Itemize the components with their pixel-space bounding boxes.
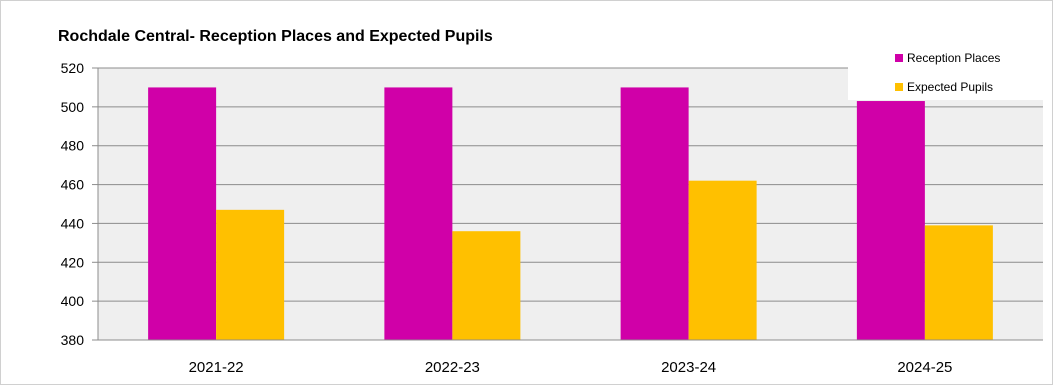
bar-reception-places [856,101,925,341]
legend: Reception Places Expected Pupils [848,44,1044,100]
bar-reception-places [620,87,689,340]
legend-swatch [895,54,903,62]
x-tick-label: 2021-22 [189,359,244,376]
bar-reception-places [148,87,217,340]
y-tick-label: 420 [61,254,85,270]
x-axis: 2021-22 2022-23 2023-24 2024-25 [98,339,1043,376]
bar-expected-pupils [924,225,993,340]
legend-box [848,44,1044,100]
bar-expected-pupils [452,231,521,340]
legend-label: Reception Places [907,51,1000,65]
y-axis: 380 400 420 440 460 480 500 520 [61,60,99,348]
bar-expected-pupils [688,180,757,340]
bars [148,87,993,341]
y-tick-label: 400 [61,293,85,309]
y-tick-label: 520 [61,60,85,76]
legend-swatch [895,83,903,91]
legend-label: Expected Pupils [907,80,993,94]
x-tick-label: 2023-24 [661,359,716,376]
bar-reception-places [384,87,453,340]
y-tick-label: 380 [61,332,85,348]
x-tick-label: 2024-25 [897,359,952,376]
y-tick-label: 480 [61,138,85,154]
chart-title: Rochdale Central- Reception Places and E… [58,28,493,45]
y-tick-label: 440 [61,215,85,231]
x-tick-label: 2022-23 [425,359,480,376]
y-tick-label: 460 [61,177,85,193]
y-tick-label: 500 [61,99,85,115]
bar-expected-pupils [216,209,285,340]
